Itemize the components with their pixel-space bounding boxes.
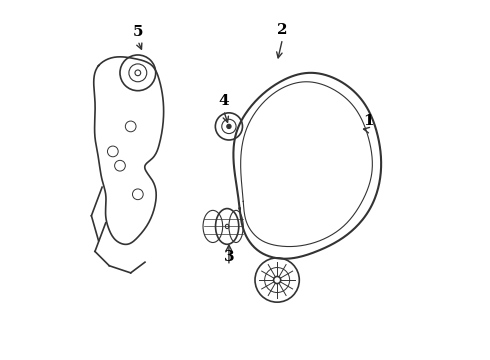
Text: 1: 1	[363, 114, 373, 128]
Text: 2: 2	[277, 23, 288, 37]
Text: 3: 3	[223, 250, 234, 264]
Text: 4: 4	[218, 94, 229, 108]
Text: 5: 5	[133, 25, 143, 39]
Circle shape	[227, 124, 231, 129]
